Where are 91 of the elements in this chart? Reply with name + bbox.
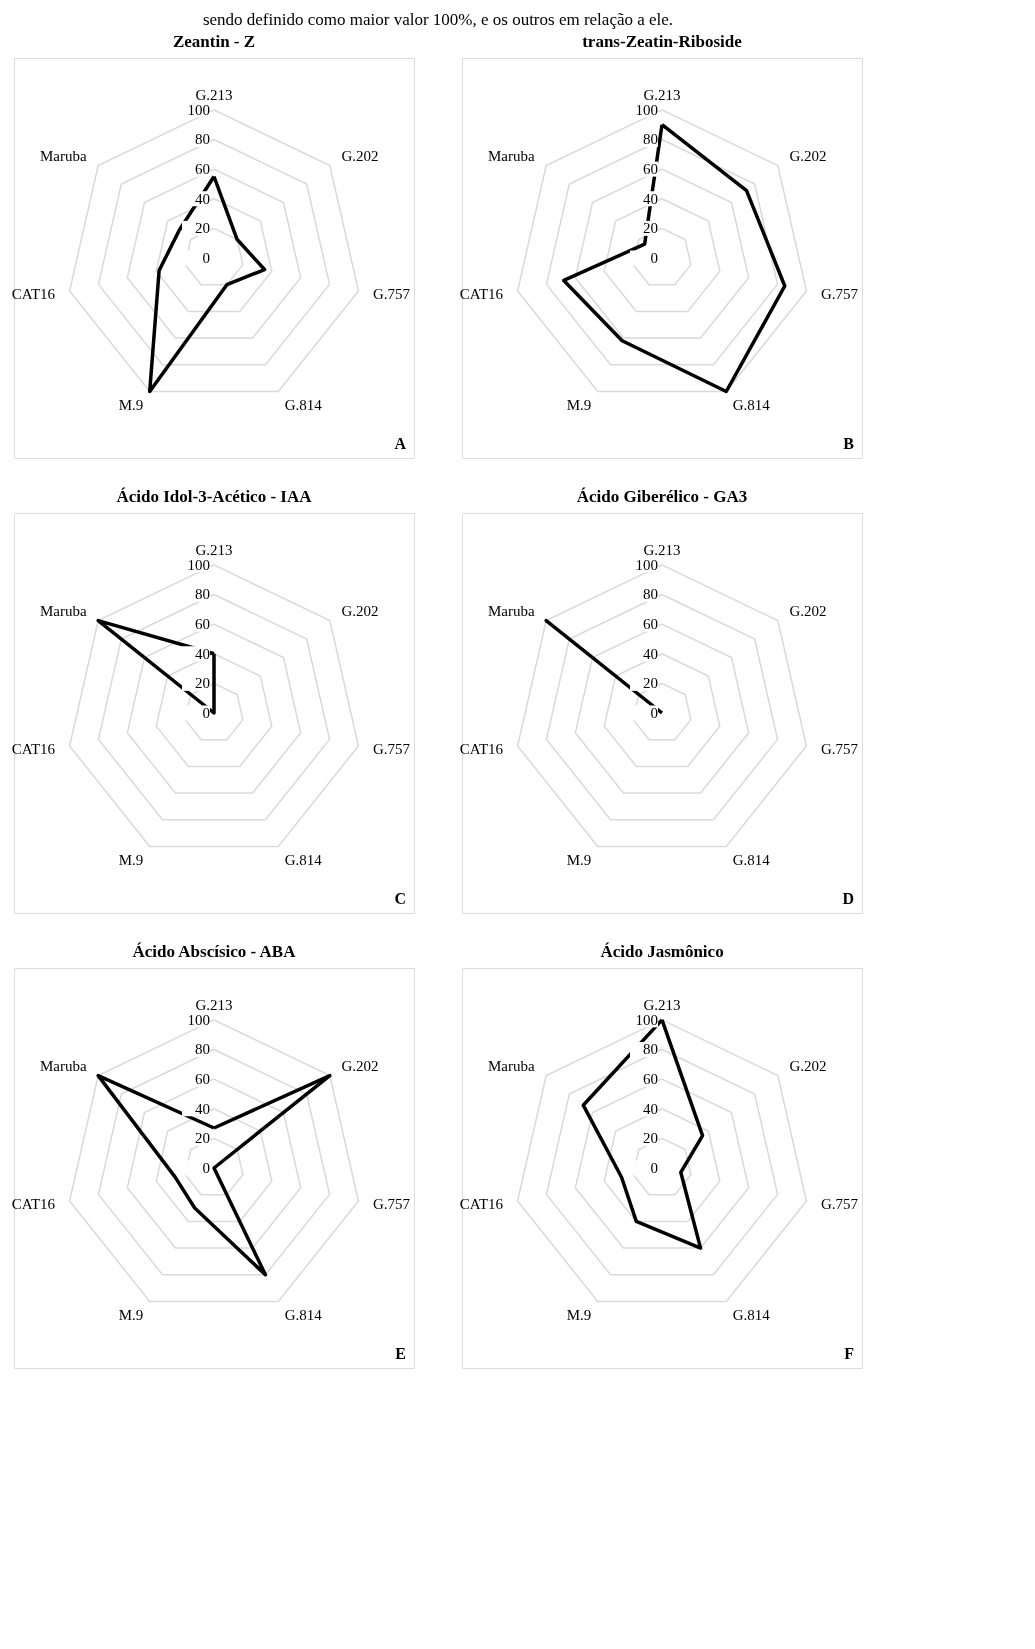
spoke-label: G.757 (372, 741, 411, 758)
spoke-label: G.213 (195, 997, 233, 1014)
y-tick-label: 0 (202, 705, 210, 721)
text: E (395, 1345, 406, 1362)
y-tick-label: 20 (643, 220, 658, 237)
y-tick-label: 80 (643, 131, 658, 148)
spoke-label: M.9 (118, 851, 144, 868)
y-tick-label: 100 (187, 1011, 210, 1028)
spoke-label: G.202 (789, 1058, 827, 1075)
y-tick-label: 20 (195, 220, 210, 237)
spoke-label: G.213 (643, 542, 681, 559)
spoke-label: Maruba (39, 148, 87, 165)
spoke-label: Maruba (487, 1058, 535, 1075)
y-tick-label: 40 (643, 1100, 658, 1117)
spoke-label: CAT16 (11, 1196, 56, 1213)
y-tick-label: 60 (195, 1071, 210, 1088)
spoke-label: G.814 (284, 1306, 323, 1323)
spoke-label: CAT16 (11, 741, 56, 758)
spoke-label: G.202 (341, 148, 379, 165)
y-tick-label: 20 (195, 675, 210, 692)
y-tick-label: 100 (635, 556, 658, 573)
text: sendo definido como maior valor 100%, e os outros em relação a ele. (202, 9, 674, 29)
y-tick-label: 60 (643, 1071, 658, 1088)
y-tick-label: 40 (643, 645, 658, 662)
spoke-label: G.757 (820, 741, 859, 758)
y-tick-label: 0 (650, 1160, 658, 1176)
spoke-label: CAT16 (11, 286, 56, 303)
y-tick-label: 100 (635, 1011, 658, 1028)
y-tick-label: 60 (195, 616, 210, 633)
spoke-label: CAT16 (459, 741, 504, 758)
spoke-label: G.757 (372, 1196, 411, 1213)
spoke-label: G.814 (732, 851, 771, 868)
y-tick-label: 20 (643, 1130, 658, 1147)
spoke-label: Maruba (487, 603, 535, 620)
spoke-label: G.757 (372, 286, 411, 303)
spoke-label: G.757 (820, 286, 859, 303)
spoke-label: G.202 (341, 1058, 379, 1075)
y-tick-label: 40 (643, 190, 658, 207)
y-tick-label: 60 (195, 161, 210, 178)
spoke-label: G.757 (820, 1196, 859, 1213)
spoke-label: G.814 (732, 1306, 771, 1323)
spoke-label: Maruba (487, 148, 535, 165)
y-tick-label: 80 (195, 1041, 210, 1058)
spoke-label: G.814 (284, 851, 323, 868)
y-tick-label: 20 (643, 675, 658, 692)
chart-title: trans-Zeatin-Riboside (582, 32, 743, 52)
chart-title: Zeantin - Z (172, 32, 256, 52)
y-tick-label: 20 (195, 1130, 210, 1147)
y-tick-label: 60 (643, 161, 658, 178)
spoke-label: CAT16 (459, 286, 504, 303)
text: C (394, 890, 406, 907)
spoke-label: G.202 (789, 148, 827, 165)
text: F (844, 1345, 855, 1362)
spoke-label: G.814 (284, 396, 323, 413)
spoke-label: G.202 (789, 603, 827, 620)
spoke-label: Maruba (39, 603, 87, 620)
spoke-label: M.9 (118, 396, 144, 413)
spoke-label: M.9 (566, 396, 592, 413)
y-tick-label: 0 (202, 1160, 210, 1176)
spoke-label: CAT16 (459, 1196, 504, 1213)
spoke-label: G.202 (341, 603, 379, 620)
spoke-label: Maruba (39, 1058, 87, 1075)
y-tick-label: 40 (195, 1100, 210, 1117)
y-tick-label: 100 (635, 101, 658, 118)
spoke-label: G.213 (643, 87, 681, 104)
y-tick-label: 80 (195, 131, 210, 148)
y-tick-label: 40 (195, 190, 210, 207)
y-tick-label: 0 (202, 250, 210, 266)
spoke-label: M.9 (566, 851, 592, 868)
text: B (843, 435, 855, 452)
spoke-label: G.213 (195, 542, 233, 559)
spoke-label: M.9 (566, 1306, 592, 1323)
y-tick-label: 60 (643, 616, 658, 633)
spoke-label: G.814 (732, 396, 771, 413)
text: D (842, 890, 854, 907)
y-tick-label: 40 (195, 645, 210, 662)
y-tick-label: 80 (643, 586, 658, 603)
chart-title: Ácido Idol-3-Acético - IAA (116, 487, 313, 507)
chart-title: Ácido Giberélico - GA3 (576, 487, 748, 507)
chart-title: Ácido Abscísico - ABA (132, 942, 297, 962)
spoke-label: M.9 (118, 1306, 144, 1323)
spoke-label: G.213 (643, 997, 681, 1014)
y-tick-label: 80 (195, 586, 210, 603)
chart-title: Ácido Jasmônico (600, 942, 724, 962)
y-tick-label: 80 (643, 1041, 658, 1058)
spoke-label: G.213 (195, 87, 233, 104)
y-tick-label: 100 (187, 101, 210, 118)
y-tick-label: 100 (187, 556, 210, 573)
y-tick-label: 0 (650, 705, 658, 721)
text: A (394, 435, 407, 452)
y-tick-label: 0 (650, 250, 658, 266)
